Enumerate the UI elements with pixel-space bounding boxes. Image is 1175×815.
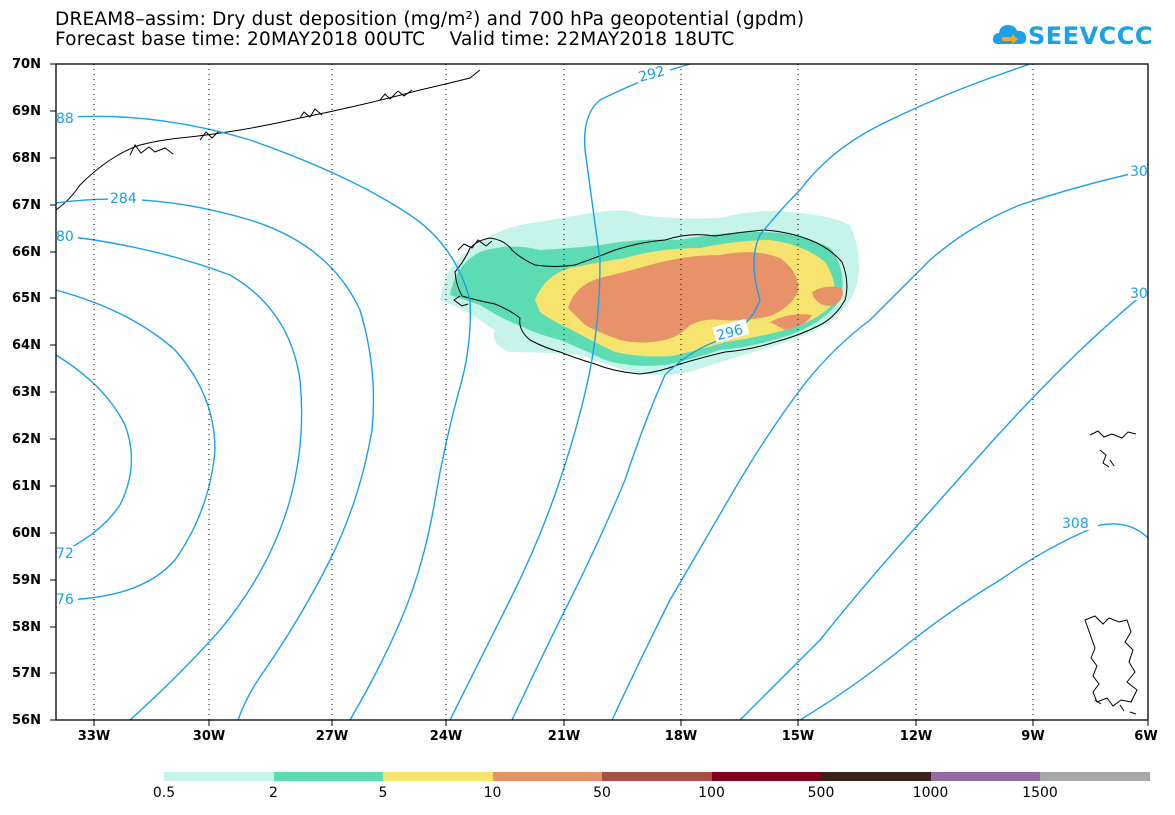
lat-label: 67N bbox=[12, 198, 41, 213]
scotland-small-islands bbox=[1094, 699, 1137, 715]
lon-label: 24W bbox=[429, 729, 463, 744]
lat-label: 62N bbox=[12, 432, 41, 447]
contour-label: 80 bbox=[56, 229, 74, 245]
iceland-westfjords bbox=[453, 239, 493, 307]
colorbar-swatch bbox=[383, 772, 493, 781]
contour-280 bbox=[56, 234, 303, 720]
lon-label: 15W bbox=[781, 729, 815, 744]
lat-label: 56N bbox=[12, 713, 41, 728]
lon-label: 18W bbox=[664, 729, 698, 744]
contour-label: 284 bbox=[110, 191, 137, 207]
iceland-coast bbox=[454, 229, 848, 375]
colorbar-label: 1500 bbox=[1022, 785, 1058, 801]
lon-label: 6W bbox=[1134, 729, 1158, 744]
contour-label-group: 88 284 80 72 76 292 296 30 30 308 bbox=[56, 60, 1150, 608]
lon-label: 27W bbox=[315, 729, 349, 744]
colorbar-swatch bbox=[711, 772, 822, 781]
lat-label: 70N bbox=[12, 57, 41, 72]
colorbar-label: 500 bbox=[807, 785, 835, 801]
chart-title-line1: DREAM8–assim: Dry dust deposition (mg/m²… bbox=[55, 9, 805, 30]
colorbar-swatch bbox=[930, 772, 1041, 781]
greenland-coast bbox=[56, 69, 481, 211]
gridlines bbox=[93, 64, 1034, 720]
lat-label: 69N bbox=[12, 104, 41, 119]
contour-label: 72 bbox=[56, 546, 74, 562]
contour-label: 88 bbox=[56, 111, 74, 127]
logo-text: SEEVCCC bbox=[1028, 22, 1153, 50]
contour-300 bbox=[739, 289, 1148, 720]
lon-label: 21W bbox=[547, 729, 581, 744]
colorbar-swatch bbox=[164, 772, 274, 781]
lat-label: 64N bbox=[12, 338, 41, 353]
contour-276 bbox=[56, 289, 216, 601]
contour-label: 296 bbox=[715, 322, 745, 344]
lon-label: 9W bbox=[1021, 729, 1045, 744]
seevccc-logo: SEEVCCC bbox=[992, 18, 1162, 58]
colorbar-label: 0.5 bbox=[152, 785, 176, 801]
scotland-islands bbox=[1084, 430, 1138, 707]
colorbar-swatch bbox=[273, 772, 384, 781]
colorbar-label: 1000 bbox=[912, 785, 949, 801]
lat-label: 66N bbox=[12, 245, 41, 260]
colorbar-swatch bbox=[492, 772, 603, 781]
contour-292 bbox=[449, 64, 691, 720]
contour-284 bbox=[56, 198, 375, 720]
contour-label: 308 bbox=[1062, 516, 1089, 532]
colorbar-label: 50 bbox=[593, 785, 611, 801]
contour-272 bbox=[56, 354, 133, 556]
lat-label: 68N bbox=[12, 151, 41, 166]
plot-frame bbox=[55, 63, 1149, 721]
contour-296 bbox=[611, 169, 1148, 720]
coastlines bbox=[56, 69, 1138, 715]
lat-label: 57N bbox=[12, 666, 41, 681]
lat-label: 63N bbox=[12, 385, 41, 400]
contour-304 bbox=[799, 523, 1148, 720]
colorbar-label: 5 bbox=[378, 785, 388, 801]
contour-label: 76 bbox=[56, 592, 74, 608]
lon-label: 12W bbox=[899, 729, 933, 744]
colorbar-swatch bbox=[1040, 772, 1150, 781]
colorbar-label: 2 bbox=[269, 785, 278, 801]
geopotential-contours bbox=[56, 64, 1148, 720]
contour-294 bbox=[511, 64, 1031, 720]
tick-marks bbox=[50, 63, 1149, 726]
lat-label: 60N bbox=[12, 526, 41, 541]
colorbar-swatch bbox=[821, 772, 931, 781]
lat-label: 61N bbox=[12, 479, 41, 494]
dust-level-10-east bbox=[812, 286, 843, 306]
lat-label: 65N bbox=[12, 291, 41, 306]
lon-label: 33W bbox=[77, 729, 111, 744]
contour-288 bbox=[56, 115, 471, 720]
lon-label: 30W bbox=[192, 729, 226, 744]
lat-label: 58N bbox=[12, 620, 41, 635]
contour-label: 292 bbox=[637, 63, 667, 85]
colorbar-label: 100 bbox=[698, 785, 725, 801]
colorbar-label: 10 bbox=[483, 785, 502, 801]
lat-label: 59N bbox=[12, 573, 41, 588]
dust-level-10-south bbox=[770, 314, 812, 330]
chart-title-line2: Forecast base time: 20MAY2018 00UTC Vali… bbox=[55, 29, 735, 50]
contour-label: 30 bbox=[1130, 164, 1148, 180]
colorbar-swatch bbox=[602, 772, 712, 781]
contour-label: 30 bbox=[1130, 286, 1148, 302]
cloud-arrow-icon bbox=[992, 25, 1027, 44]
